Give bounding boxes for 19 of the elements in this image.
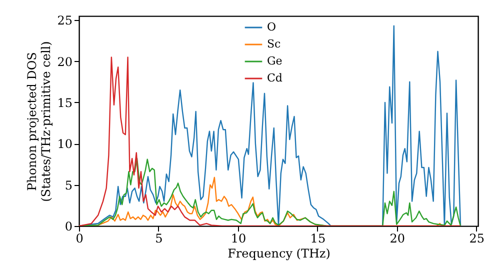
x-tick-label: 25 <box>469 232 485 246</box>
x-tick-label: 15 <box>310 232 326 246</box>
x-tick-label: 0 <box>76 232 84 246</box>
x-axis-title: Frequency (THz) <box>228 246 330 260</box>
legend-label: Sc <box>267 38 281 50</box>
legend-label: Ge <box>267 54 282 68</box>
legend-label: O <box>267 20 276 34</box>
y-tick-label: 5 <box>64 178 72 192</box>
x-tick-label: 10 <box>230 232 246 246</box>
y-tick-label: 20 <box>57 54 72 69</box>
line-series <box>79 56 462 226</box>
y-axis-title: Phonon projected DOS (States/THz·primitive cell) <box>25 41 54 202</box>
x-tick-label: 20 <box>390 232 406 246</box>
y-tick-label: 10 <box>57 137 72 152</box>
legend-label: Cd <box>267 72 282 84</box>
y-tick-label: 15 <box>57 96 72 110</box>
y-tick-label: 0 <box>64 220 72 234</box>
x-tick-label: 5 <box>155 232 163 246</box>
y-tick-label: 25 <box>57 14 72 28</box>
